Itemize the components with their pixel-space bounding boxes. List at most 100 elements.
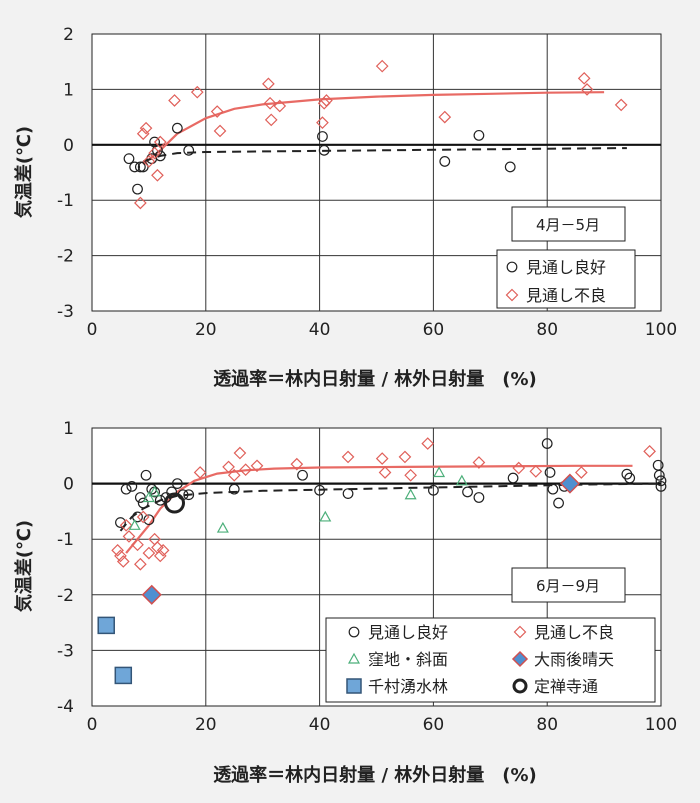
period-label-box-april-may (511, 206, 626, 242)
data-point-diamond-filled (141, 584, 162, 605)
data-point-triangle (433, 466, 446, 478)
legend-label: 見通し良好 (526, 258, 606, 277)
data-point-diamond (139, 121, 153, 135)
x-axis-label-april-may: 透過率＝林内日射量 / 林外日射量 (%) (213, 368, 537, 390)
data-point-triangle (128, 519, 141, 530)
legend-label: 定禅寺通 (534, 677, 598, 696)
data-point-circle (129, 161, 141, 173)
data-point-diamond (136, 127, 150, 141)
points-june-september (97, 437, 667, 685)
data-point-diamond (168, 94, 181, 107)
data-point-circle (146, 483, 158, 495)
data-point-diamond (134, 196, 147, 210)
data-point-diamond (404, 468, 417, 482)
y-tick-label: 2 (63, 25, 74, 45)
data-point-circle (137, 161, 149, 173)
data-point-diamond (438, 110, 452, 124)
x-tick-label: 0 (87, 320, 98, 340)
legend-april-may (496, 249, 636, 309)
legend-label: 見通し不良 (534, 623, 614, 642)
y-tick-label: -2 (57, 247, 74, 267)
data-point-diamond (263, 96, 277, 110)
data-point-circle (132, 183, 143, 195)
data-point-diamond (114, 549, 127, 563)
data-point-diamond (273, 99, 287, 113)
data-point-diamond (375, 59, 389, 73)
data-point-diamond (233, 446, 247, 460)
legend-label: 窪地・斜面 (368, 650, 448, 669)
tick-labels-april-may: 0 20 40 60 80 100 2 1 0 -1 -2 -3 (57, 25, 677, 340)
data-point-circle (342, 488, 354, 500)
data-point-circle (126, 480, 138, 492)
y-tick-label: 1 (63, 419, 74, 439)
data-point-circle (624, 472, 636, 484)
data-point-circle (132, 511, 143, 523)
data-point-diamond (574, 466, 588, 479)
data-point-circle (171, 478, 183, 490)
data-point-circle (439, 156, 451, 167)
x-tick-label: 100 (645, 715, 677, 735)
data-point-circle (115, 517, 126, 528)
points-april-may (123, 59, 628, 210)
data-point-diamond (142, 546, 156, 560)
data-point-diamond (156, 543, 170, 557)
fit-line-good (119, 482, 662, 532)
data-point-diamond (153, 549, 167, 563)
data-point-diamond (421, 437, 435, 450)
y-tick-label: -3 (57, 302, 74, 322)
data-point-circle (504, 161, 516, 173)
data-point-circle (166, 486, 178, 498)
data-point-diamond-filled (559, 473, 581, 494)
legend-marker-diamond-filled (511, 650, 529, 668)
data-point-square (114, 666, 133, 685)
data-point-diamond (378, 466, 392, 479)
y-tick-label: -4 (57, 697, 74, 717)
data-point-circle (473, 129, 485, 141)
y-tick-label: -1 (57, 191, 74, 211)
data-point-diamond (262, 77, 275, 91)
data-point-diamond (193, 466, 207, 479)
data-point-circle (462, 486, 473, 498)
data-point-diamond (134, 557, 147, 571)
period-label-june-september: 6月－9月 (536, 577, 600, 595)
fit-line-poor (142, 91, 605, 166)
data-point-diamond (375, 452, 389, 465)
x-tick-label: 0 (87, 715, 98, 735)
legend-marker-circle (348, 626, 360, 638)
data-point-diamond (341, 450, 355, 464)
legend-june-september (325, 617, 656, 703)
x-tick-label: 20 (195, 715, 217, 735)
legend-label: 見通し良好 (368, 623, 448, 642)
y-tick-label: -1 (57, 530, 74, 550)
data-point-circle (183, 489, 195, 501)
data-point-triangle (216, 521, 229, 533)
data-point-triangle (142, 491, 155, 503)
data-point-diamond (643, 445, 656, 458)
data-point-circle (314, 484, 326, 496)
data-point-diamond (250, 459, 264, 473)
chart-april-may: 0 20 40 60 80 100 2 1 0 -1 -2 -3 気温差(℃) 透過率＝林内日射量 /… (13, 25, 677, 390)
legend-marker-diamond (513, 625, 527, 639)
data-point-diamond (316, 116, 329, 129)
fit-lines-april-may (142, 91, 627, 166)
data-point-diamond (148, 146, 161, 160)
data-point-circle (541, 438, 553, 449)
data-point-diamond (320, 94, 333, 107)
x-tick-label: 80 (536, 715, 558, 735)
legend-marker-triangle (347, 652, 361, 664)
data-point-circle (507, 472, 519, 484)
data-point-circle (154, 150, 166, 162)
data-point-circle (318, 144, 330, 156)
data-point-diamond (472, 456, 486, 469)
data-point-circle (123, 153, 135, 165)
data-point-diamond (122, 530, 136, 543)
data-point-circle (143, 514, 155, 526)
data-point-circle (473, 492, 485, 503)
data-point-circle (140, 469, 152, 481)
data-point-diamond (614, 98, 628, 112)
legend-label: 千村湧水林 (368, 677, 448, 696)
data-point-diamond (398, 450, 412, 464)
legend-label: 見通し不良 (526, 286, 606, 305)
data-point-circle (171, 122, 183, 134)
data-point-diamond (116, 555, 130, 568)
